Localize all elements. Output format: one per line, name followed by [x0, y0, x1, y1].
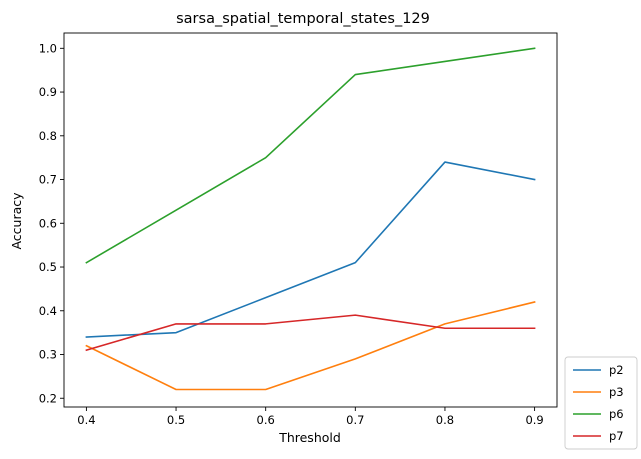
y-tick-label: 0.9 — [39, 85, 57, 99]
legend-box — [564, 356, 638, 450]
legend-label-p2: p2 — [609, 363, 624, 377]
legend-label-p7: p7 — [609, 429, 624, 443]
legend: p2 p3 p6 p7 — [564, 356, 638, 450]
y-axis-label: Accuracy — [9, 192, 24, 250]
y-tick-label: 0.4 — [39, 304, 57, 318]
series-line-p6 — [85, 47, 536, 264]
y-tick-label: 0.3 — [39, 348, 57, 362]
x-axis-label: Threshold — [278, 430, 341, 445]
legend-label-p3: p3 — [609, 385, 624, 399]
series-line-p3 — [85, 301, 536, 391]
y-tick-label: 1.0 — [39, 41, 57, 55]
x-tick-label: 0.8 — [436, 413, 454, 427]
y-tick-label: 0.2 — [39, 391, 57, 405]
y-tick-label: 0.8 — [39, 129, 57, 143]
x-tick-label: 0.7 — [346, 413, 364, 427]
x-tick-label: 0.5 — [167, 413, 185, 427]
series-line-p2 — [85, 161, 536, 338]
chart-title: sarsa_spatial_temporal_states_129 — [176, 11, 430, 27]
x-tick-label: 0.9 — [525, 413, 543, 427]
y-tick-label: 0.6 — [39, 216, 57, 230]
plot-area: 0.4 0.5 0.6 0.7 0.8 0.9 0.2 0.3 0.4 0.5 0.6 0.7 0.8 0… — [39, 32, 558, 427]
plot-frame — [63, 32, 558, 408]
y-tick-label: 0.7 — [39, 173, 57, 187]
series-line-p7 — [85, 314, 536, 352]
y-tick-label: 0.5 — [39, 260, 57, 274]
x-tick-label: 0.6 — [257, 413, 275, 427]
x-tick-label: 0.4 — [77, 413, 95, 427]
legend-label-p6: p6 — [609, 407, 624, 421]
